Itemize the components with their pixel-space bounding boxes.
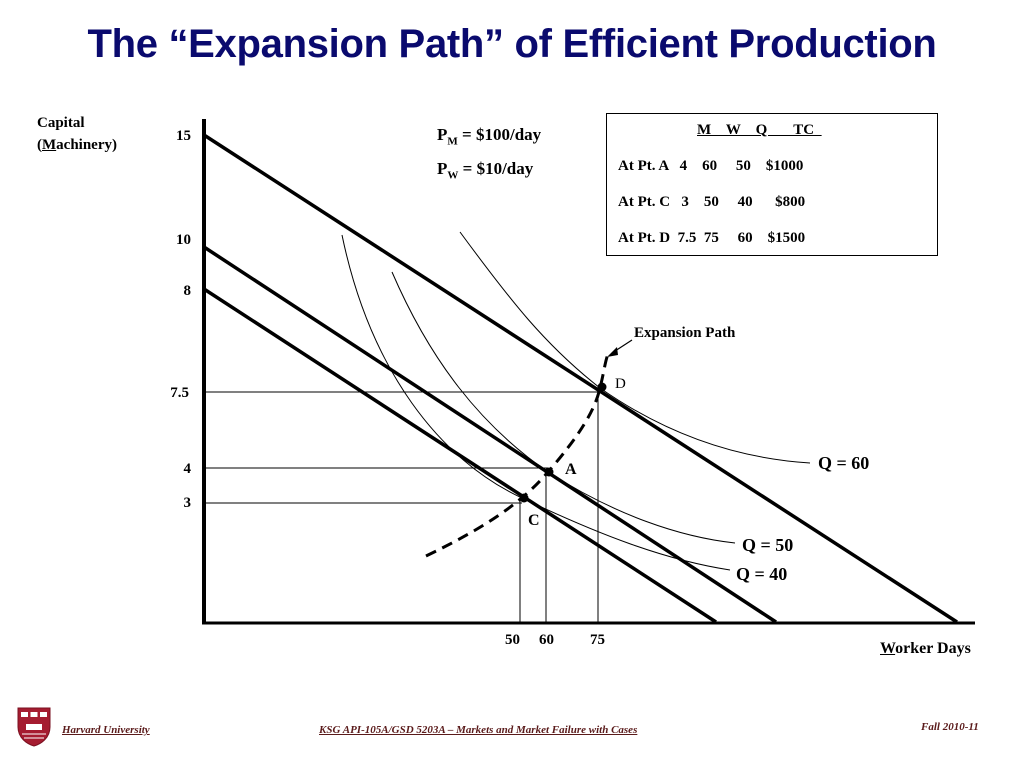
point-a-dot — [544, 467, 554, 477]
y-tick-10: 10 — [176, 232, 191, 248]
x-tick-60: 60 — [539, 632, 554, 648]
slide-title: The “Expansion Path” of Efficient Produc… — [87, 22, 937, 66]
point-d-label: D — [615, 376, 626, 392]
y-tick-7-5: 7.5 — [170, 385, 189, 401]
cost-table-header: M W Q TC — [697, 122, 822, 138]
point-c-label: C — [528, 512, 540, 529]
y-axis-label: Capital (Machinery) — [37, 112, 117, 156]
y-axis-label-line2: (Machinery) — [37, 137, 117, 153]
harvard-shield-icon — [17, 707, 51, 747]
price-worker: PW = $10/day — [437, 159, 534, 182]
x-axis-label: Worker Days — [880, 640, 971, 657]
cost-table-row-d: At Pt. D 7.5 75 60 $1500 — [618, 230, 806, 246]
y-tick-4: 4 — [183, 461, 192, 477]
price-machinery: PM = $100/day — [437, 125, 542, 148]
cost-table-row-c: At Pt. C 3 50 40 $800 — [618, 194, 806, 210]
footer-term: Fall 2010-11 — [921, 721, 979, 733]
y-axis-label-line1: Capital — [37, 115, 85, 131]
cost-table: M W Q TC At Pt. A 4 60 50 $1000 At Pt. C… — [606, 113, 938, 256]
isocost-line-1500 — [203, 133, 958, 624]
y-tick-15: 15 — [176, 128, 191, 144]
isoquant-q50 — [391, 271, 736, 544]
isoquant-label-q60: Q = 60 — [818, 453, 870, 473]
point-c-dot — [519, 493, 529, 503]
isocost-line-800 — [203, 287, 717, 624]
x-tick-50: 50 — [505, 632, 520, 648]
isoquant-label-q40: Q = 40 — [736, 564, 788, 584]
expansion-path-label: Expansion Path — [634, 325, 736, 341]
x-tick-75: 75 — [590, 632, 605, 648]
point-a-label: A — [565, 461, 577, 478]
footer-institution: Harvard University — [62, 724, 150, 736]
isoquant-label-q50: Q = 50 — [742, 535, 794, 555]
arrow-head — [607, 347, 618, 357]
footer-course: KSG API-105A/GSD 5203A – Markets and Mar… — [319, 724, 638, 736]
expansion-path-curve — [425, 353, 610, 558]
isocost-line-1000 — [203, 245, 777, 624]
point-d-dot — [597, 382, 607, 392]
y-tick-8: 8 — [183, 283, 192, 299]
isoquant-q40 — [341, 234, 731, 571]
cost-table-row-a: At Pt. A 4 60 50 $1000 — [618, 158, 804, 174]
y-tick-3: 3 — [183, 495, 192, 511]
isoquant-q60 — [459, 231, 811, 464]
